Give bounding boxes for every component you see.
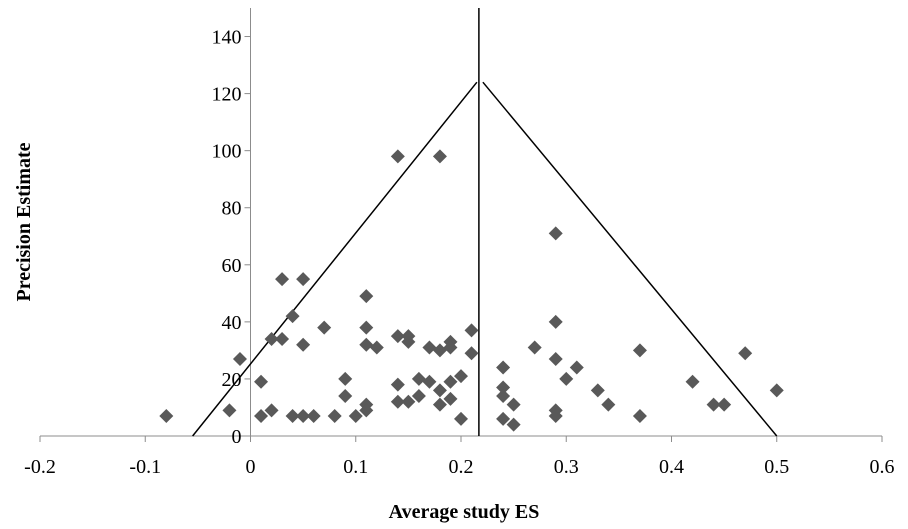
data-point (738, 346, 753, 361)
data-point (401, 334, 416, 349)
data-point (717, 397, 732, 412)
x-tick-label: -0.2 (24, 456, 56, 478)
y-tick-label: 140 (212, 27, 242, 49)
data-point (390, 377, 405, 392)
data-point (390, 394, 405, 409)
data-point (264, 403, 279, 418)
data-point (590, 383, 605, 398)
data-point (296, 337, 311, 352)
data-point (464, 346, 479, 361)
tick-labels: -0.2 -0.1 0 0.1 0.2 0.3 0.4 0.5 0.6 0 20 40 60 80 100 1… (24, 27, 894, 478)
data-point (548, 226, 563, 241)
funnel-right-line (482, 81, 778, 437)
data-point (390, 329, 405, 344)
data-point (285, 409, 300, 424)
data-point (296, 272, 311, 287)
data-point (275, 272, 290, 287)
y-tick-label: 40 (222, 312, 242, 334)
data-point (359, 403, 374, 418)
x-tick-label: 0.6 (870, 456, 895, 478)
x-tick-label: 0.1 (343, 456, 368, 478)
x-tick-label: 0 (246, 456, 256, 478)
x-tick-label: 0.3 (554, 456, 579, 478)
data-point (232, 351, 247, 366)
data-point (496, 411, 511, 426)
data-point (411, 371, 426, 386)
data-point (422, 374, 437, 389)
data-point (254, 374, 269, 389)
y-tick-label: 20 (222, 369, 242, 391)
data-point (706, 397, 721, 412)
x-tick-label: 0.2 (449, 456, 474, 478)
data-points (159, 149, 784, 432)
y-tick-label: 60 (222, 255, 242, 277)
data-point (422, 340, 437, 355)
data-point (685, 374, 700, 389)
data-point (548, 351, 563, 366)
data-point (496, 389, 511, 404)
data-point (506, 417, 521, 432)
data-point (601, 397, 616, 412)
data-point (296, 409, 311, 424)
data-point (496, 380, 511, 395)
data-point (432, 383, 447, 398)
data-point (432, 343, 447, 358)
data-point (327, 409, 342, 424)
x-tick-label: -0.1 (129, 456, 161, 478)
data-point (369, 340, 384, 355)
data-point (506, 397, 521, 412)
x-tick-label: 0.5 (764, 456, 789, 478)
data-point (559, 371, 574, 386)
data-point (359, 320, 374, 335)
data-point (454, 369, 468, 384)
y-tick-label: 120 (212, 84, 242, 106)
data-point (632, 409, 647, 424)
data-point (632, 343, 647, 358)
data-point (432, 397, 447, 412)
y-tick-label: 80 (222, 198, 242, 220)
y-axis-title: Precision Estimate (13, 142, 35, 301)
data-point (432, 149, 447, 164)
data-point (401, 394, 416, 409)
x-axis-title: Average study ES (389, 501, 540, 523)
data-point (390, 149, 405, 164)
data-point (159, 409, 174, 424)
data-point (464, 323, 479, 338)
data-point (338, 389, 353, 404)
data-point (222, 403, 237, 418)
data-point (254, 409, 269, 424)
data-point (275, 331, 290, 346)
data-point (306, 409, 321, 424)
data-point (359, 289, 374, 304)
y-tick-label: 0 (232, 426, 242, 448)
data-point (443, 391, 458, 406)
y-tick-label: 100 (212, 141, 242, 163)
data-point (548, 409, 563, 424)
data-point (264, 331, 279, 346)
data-point (496, 360, 511, 375)
data-point (317, 320, 332, 335)
data-point (348, 409, 363, 424)
data-point (443, 374, 458, 389)
data-point (769, 383, 784, 398)
funnel-left-line (192, 81, 478, 437)
data-point (454, 411, 468, 426)
x-tick-label: 0.4 (659, 456, 684, 478)
data-point (285, 309, 300, 324)
funnel-lines (192, 8, 778, 437)
data-point (569, 360, 584, 375)
data-point (338, 371, 353, 386)
data-point (411, 389, 426, 404)
data-point (527, 340, 542, 355)
data-point (359, 337, 374, 352)
data-point (548, 314, 563, 329)
data-point (443, 340, 458, 355)
